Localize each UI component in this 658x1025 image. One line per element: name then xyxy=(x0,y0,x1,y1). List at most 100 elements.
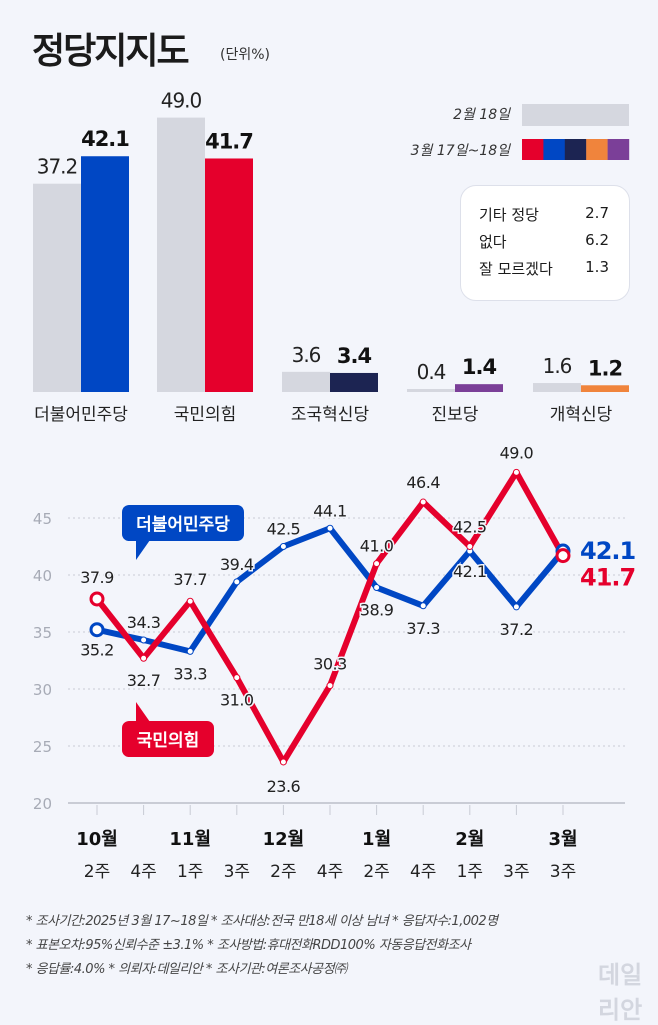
legend-curr-swatch xyxy=(543,139,565,160)
others-label: 잘 모르겠다 xyxy=(479,260,553,278)
category-label: 개혁신당 xyxy=(550,405,613,425)
category-label: 진보당 xyxy=(432,405,479,425)
data-point xyxy=(373,584,381,592)
data-point xyxy=(140,654,148,662)
y-tick-label: 20 xyxy=(33,795,52,813)
month-label: 2월 xyxy=(455,829,484,850)
x-tick-label: 1주 xyxy=(177,862,203,882)
data-label: 38.9 xyxy=(360,601,394,620)
legend-curr-label: 3월 17일~18일 xyxy=(410,143,510,159)
bar-curr xyxy=(330,372,378,392)
series-callout-minjoo xyxy=(122,505,244,541)
data-point xyxy=(140,636,148,644)
bar-prev xyxy=(33,183,81,392)
data-point xyxy=(89,622,105,638)
x-tick-label: 3주 xyxy=(503,862,529,882)
month-label: 1월 xyxy=(362,829,391,850)
data-label: 46.4 xyxy=(406,473,440,492)
bar-curr-label: 1.2 xyxy=(588,356,622,380)
data-label: 42.5 xyxy=(267,520,301,539)
data-label: 31.0 xyxy=(220,691,254,710)
data-point xyxy=(326,524,334,532)
data-label: 34.3 xyxy=(127,613,161,632)
y-tick-label: 40 xyxy=(33,567,52,585)
legend-curr-swatch xyxy=(522,139,544,160)
others-row: 없다 6.2 xyxy=(479,231,609,252)
bar-curr-label: 1.4 xyxy=(462,355,497,379)
category-label: 국민의힘 xyxy=(174,405,237,425)
data-point xyxy=(512,603,520,611)
x-tick-label: 1주 xyxy=(457,862,483,882)
data-point xyxy=(373,560,381,568)
callout-pointer xyxy=(136,540,150,560)
month-label: 3월 xyxy=(548,829,577,850)
y-tick-label: 30 xyxy=(33,681,52,699)
month-label: 12월 xyxy=(263,829,305,850)
bar-prev xyxy=(282,371,330,392)
bar-prev-label: 49.0 xyxy=(161,89,202,113)
bar-prev xyxy=(533,383,581,392)
x-tick-label: 4주 xyxy=(410,862,436,882)
category-label: 조국혁신당 xyxy=(291,405,370,425)
data-label: 37.7 xyxy=(173,570,207,589)
watermark-logo: 데일리안 xyxy=(598,961,643,1024)
others-box: 기타 정당 2.7 없다 6.2 잘 모르겠다 1.3 xyxy=(460,185,630,301)
bar-curr xyxy=(455,384,503,392)
x-tick-label: 4주 xyxy=(317,862,343,882)
data-label: 42.5 xyxy=(453,518,487,537)
end-label-ppp: 41.7 xyxy=(580,564,635,592)
data-point xyxy=(419,498,427,506)
chart-title: 정당지지도 xyxy=(32,31,190,72)
callout-pointer xyxy=(136,702,150,722)
data-point xyxy=(512,468,520,476)
series-name-ppp: 국민의힘 xyxy=(137,730,200,751)
y-tick-label: 25 xyxy=(33,738,52,756)
data-point xyxy=(419,602,427,610)
data-point xyxy=(555,548,571,564)
bar-prev xyxy=(157,117,205,392)
end-label-minjoo: 42.1 xyxy=(580,537,636,565)
bar-curr-label: 42.1 xyxy=(81,127,129,151)
data-label: 37.3 xyxy=(406,619,440,638)
legend-prev-swatch xyxy=(522,104,629,126)
bar-curr xyxy=(581,385,629,392)
data-point xyxy=(233,674,241,682)
bar-curr xyxy=(205,158,253,392)
data-label: 49.0 xyxy=(500,443,534,462)
series-callout-ppp xyxy=(122,721,214,757)
bar-curr-label: 3.4 xyxy=(337,344,372,368)
data-label: 33.3 xyxy=(173,664,207,683)
data-label: 37.2 xyxy=(500,620,534,639)
category-label: 더불어민주당 xyxy=(34,405,128,425)
data-point xyxy=(233,578,241,586)
footnote: * 표본오차:95%신뢰수준 ±3.1% * 조사방법:휴대전화RDD100% … xyxy=(26,938,471,953)
bar-prev-label: 0.4 xyxy=(417,360,446,384)
data-label: 41.0 xyxy=(360,537,394,556)
bar-prev-label: 3.6 xyxy=(292,343,321,367)
data-point xyxy=(279,758,287,766)
data-label: 42.1 xyxy=(453,562,487,581)
x-tick-label: 2주 xyxy=(270,862,296,882)
x-tick-label: 2주 xyxy=(84,862,110,882)
legend-curr-swatch xyxy=(564,139,587,160)
data-point xyxy=(186,597,194,605)
data-label: 39.4 xyxy=(220,555,254,574)
month-label: 10월 xyxy=(76,829,118,850)
data-label: 35.2 xyxy=(80,641,114,660)
others-label: 기타 정당 xyxy=(479,206,539,224)
legend-curr-swatch xyxy=(607,139,630,160)
y-tick-label: 45 xyxy=(33,510,52,528)
bar-prev-label: 1.6 xyxy=(543,354,572,378)
others-value: 1.3 xyxy=(585,258,609,276)
legend-prev-label: 2월 18일 xyxy=(453,107,510,123)
footnote: * 조사기간:2025년 3월 17~18일 * 조사대상:전국 만18세 이상… xyxy=(26,914,498,929)
series-name-minjoo: 더불어민주당 xyxy=(136,515,230,535)
bar-curr xyxy=(81,156,129,392)
month-label: 11월 xyxy=(169,829,211,850)
others-row: 잘 모르겠다 1.3 xyxy=(479,258,609,279)
bar-curr-label: 41.7 xyxy=(205,129,253,153)
data-label: 32.7 xyxy=(127,671,161,690)
y-tick-label: 35 xyxy=(33,624,52,642)
data-point xyxy=(279,543,287,550)
